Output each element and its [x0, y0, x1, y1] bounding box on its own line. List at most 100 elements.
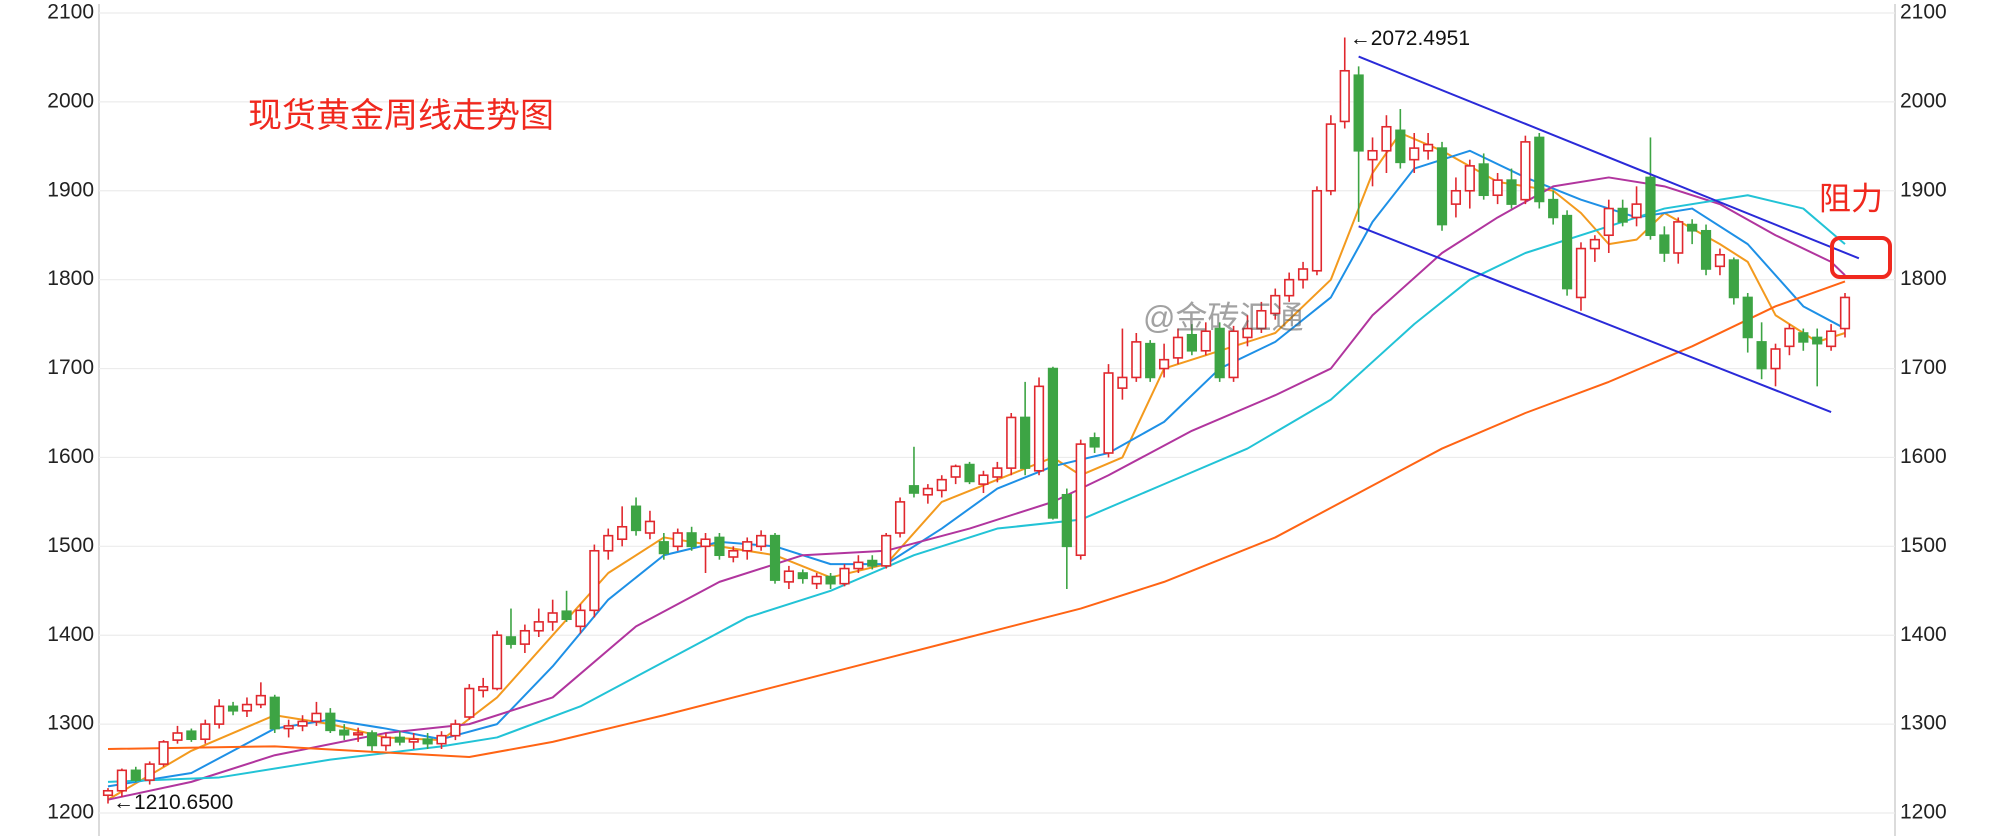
candle-body [450, 723, 461, 737]
candle-body [1825, 330, 1837, 348]
y-tick-label: 2100 [47, 1, 94, 24]
candle-body [1687, 223, 1698, 232]
candle-body [894, 501, 906, 534]
candle-body [1381, 125, 1392, 152]
extreme-label: ←2072.4951 [1350, 27, 1470, 50]
y-tick-label: 2000 [47, 89, 94, 112]
candle-body [964, 463, 975, 483]
candle-body [1047, 367, 1059, 519]
candle-body [297, 720, 308, 727]
candle-body [241, 703, 253, 712]
candle-body [839, 567, 850, 585]
candle-body [1325, 123, 1336, 192]
candle-body [1506, 179, 1517, 205]
candle-body [950, 465, 961, 478]
candle-body [1742, 296, 1753, 339]
candle-body [1186, 333, 1197, 352]
candle-body [825, 575, 836, 585]
candle-body [1561, 214, 1573, 290]
candle-body [1589, 238, 1600, 250]
y2-tick-label: 1500 [1900, 534, 1947, 557]
candle-body [908, 485, 920, 494]
candle-body [992, 467, 1003, 478]
candles [102, 37, 1851, 804]
candle-body [658, 541, 669, 555]
candle-body [1103, 372, 1114, 454]
candle-body [1061, 493, 1072, 548]
candle-body [158, 741, 169, 765]
candle-body [1631, 203, 1642, 219]
candle-body [1214, 327, 1225, 379]
candle-body [214, 705, 225, 725]
candle-body [1020, 416, 1031, 469]
candle-body [936, 478, 947, 492]
candle-body [491, 634, 503, 690]
y-tick-label: 1500 [47, 534, 94, 557]
candle-body [617, 525, 628, 541]
candle-body [505, 636, 517, 645]
candle-body [116, 769, 128, 792]
candle-body [797, 572, 808, 580]
candle-body [783, 570, 795, 583]
candle-body [1033, 385, 1045, 472]
candle-body [630, 505, 642, 532]
y2-tick-label: 2100 [1900, 1, 1947, 24]
candle-body [339, 729, 350, 736]
candle-body [1492, 179, 1503, 197]
candle-body [1839, 296, 1851, 330]
candle-body [172, 732, 183, 741]
y-tick-label: 1900 [47, 178, 94, 201]
candle-body [1353, 74, 1364, 152]
candle-body [1339, 69, 1350, 123]
candle-body [464, 687, 475, 718]
candle-body [1436, 147, 1448, 226]
candle-body [283, 725, 294, 730]
candle-body [575, 609, 586, 628]
candle-body [853, 561, 864, 570]
candle-body [1520, 141, 1531, 201]
candle-body [1534, 136, 1545, 203]
candle-body [547, 612, 558, 623]
candle-body [1714, 253, 1726, 268]
y2-tick-label: 1900 [1900, 178, 1947, 201]
candle-body [1075, 443, 1086, 557]
candle-body [1478, 163, 1489, 197]
candle-body [1798, 332, 1809, 343]
candle-body [1756, 341, 1767, 370]
y2-tick-label: 1400 [1900, 623, 1947, 646]
candle-body [1450, 189, 1462, 205]
candle-body [672, 532, 683, 548]
y-tick-label: 1200 [47, 801, 94, 824]
candle-body [1423, 143, 1434, 152]
candle-body [881, 534, 892, 567]
candle-body [811, 575, 822, 585]
candle-body [1242, 327, 1253, 339]
candle-body [436, 734, 447, 745]
ma-lines [107, 132, 1846, 801]
candle-body [255, 694, 266, 706]
resistance-box [1830, 236, 1892, 279]
candle-body [1297, 268, 1309, 281]
overlay: ←2072.4951 ←1210.6500 [113, 27, 1860, 814]
candle-body [366, 732, 378, 747]
candle-body [561, 610, 572, 621]
candle-body [1617, 207, 1628, 223]
candle-body [1367, 149, 1378, 161]
candle-body [1728, 259, 1739, 299]
candle-body [130, 769, 141, 781]
candle-body [867, 559, 878, 567]
y2-tick-label: 1200 [1900, 801, 1947, 824]
candle-body [478, 685, 489, 692]
candle-body [269, 696, 280, 730]
candle-body [227, 705, 239, 712]
candle-body [408, 738, 419, 743]
candle-body [1464, 165, 1475, 192]
candle-body [589, 549, 600, 612]
candle-body [200, 723, 211, 741]
candle-body [714, 536, 725, 557]
candle-body [756, 534, 767, 548]
candle-body [922, 487, 933, 496]
candle-body [686, 532, 697, 548]
